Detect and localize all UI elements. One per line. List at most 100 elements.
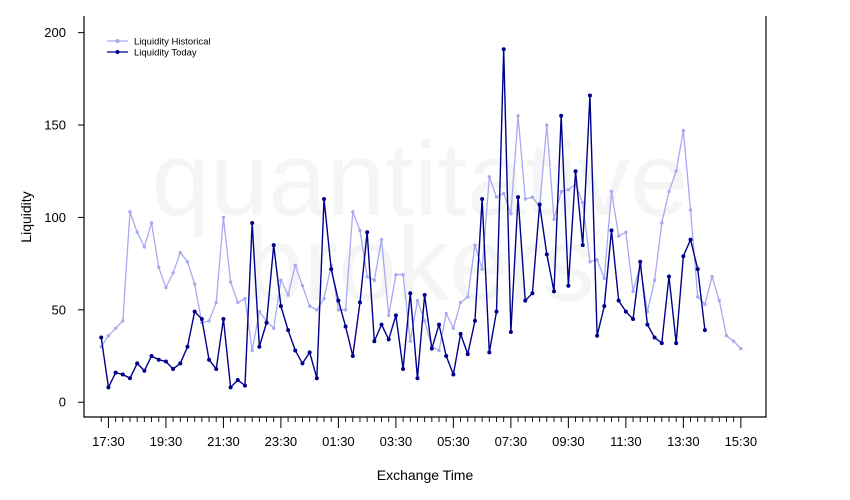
data-point [336,298,341,303]
data-point [178,361,183,366]
data-point [379,237,384,242]
data-point [437,348,441,353]
data-point [681,128,686,133]
data-point [652,278,657,282]
x-tick-label: 15:30 [725,434,758,449]
data-point [702,328,707,333]
data-point [595,258,599,262]
data-point [422,293,427,298]
data-point [415,376,420,381]
data-point [710,274,714,279]
data-point [659,341,664,346]
data-point [365,274,369,279]
data-point [272,326,276,330]
data-point [343,308,348,312]
legend: Liquidity Historical Liquidity Today [107,37,211,59]
data-point [113,326,118,330]
data-point [106,385,111,390]
data-point [393,313,398,318]
data-point [731,339,736,343]
x-tick-label: 19:30 [150,434,183,449]
data-point [228,385,233,390]
x-tick-label: 17:30 [92,434,125,449]
data-point [609,228,614,233]
data-point [408,339,412,343]
x-tick-label: 05:30 [437,434,470,449]
data-point [171,366,176,371]
data-point [379,322,384,327]
data-point [444,311,448,316]
data-point [559,113,564,118]
y-tick-label: 0 [59,395,66,410]
data-point [559,189,563,194]
data-point [128,210,132,214]
data-point [307,350,312,355]
data-point [199,317,204,322]
data-point [660,221,664,225]
data-point [185,344,190,349]
data-point [602,276,607,281]
data-point [178,250,182,255]
data-point [207,357,212,362]
data-point [329,267,334,272]
data-point [293,263,297,268]
data-point [279,278,283,282]
data-point [566,188,571,192]
data-point [480,267,484,271]
data-point [466,295,470,299]
legend-label-historical: Liquidity Historical [134,37,211,48]
data-point [638,259,643,264]
data-point [142,368,147,373]
axes: 0 50 100 150 200 17:30 19:30 21:30 23:30 01:30 03:… [44,16,767,449]
x-tick-label: 23:30 [265,434,298,449]
data-point [401,273,405,277]
data-point [472,318,477,323]
x-tick-label: 01:30 [322,434,355,449]
data-point [501,47,506,52]
data-point [616,298,621,303]
x-tick-label: 13:30 [667,434,700,449]
x-tick-label: 07:30 [495,434,528,449]
data-point [307,304,312,308]
data-point [422,319,427,323]
data-point [516,195,521,200]
data-point [530,195,535,199]
data-point [631,289,635,294]
data-point [192,309,197,314]
data-point [235,378,240,383]
data-point [156,357,161,362]
y-tick-label: 150 [44,118,66,133]
data-point [394,273,398,277]
data-point [257,309,262,314]
data-point [631,317,636,322]
data-point [322,297,326,301]
x-tick-label: 09:30 [552,434,585,449]
data-point [286,328,291,333]
data-point [523,197,527,201]
x-tick-label: 21:30 [207,434,240,449]
data-point [458,331,463,336]
data-point [408,291,413,296]
data-point [674,169,678,173]
data-point [221,317,226,322]
y-tick-label: 100 [44,210,66,225]
series-layer [99,47,743,390]
data-point [494,195,499,199]
data-point [142,245,147,249]
data-point [415,298,420,303]
data-point [602,304,607,309]
data-point [516,114,520,118]
data-point [221,215,226,220]
data-point [157,265,161,270]
legend-marker-historical [115,39,120,43]
data-point [121,319,125,323]
data-point [351,210,355,214]
data-point [372,339,377,344]
data-point [120,372,125,377]
data-point [465,352,470,357]
data-point [688,237,693,242]
data-point [724,333,729,338]
data-point [667,189,671,194]
data-point [551,289,556,294]
data-point [451,372,456,377]
